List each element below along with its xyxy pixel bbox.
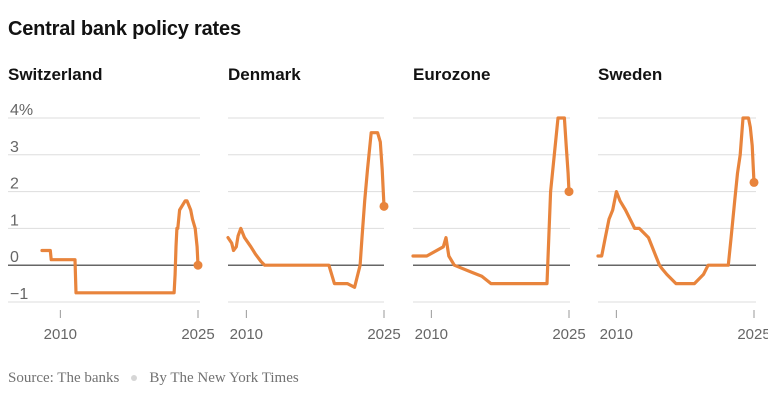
y-tick-label: 0 xyxy=(10,249,19,266)
series-line xyxy=(411,116,571,286)
x-tick-label: 2025 xyxy=(181,326,214,343)
footer: Source: The banks By The New York Times xyxy=(8,370,299,387)
x-tick-label: 2010 xyxy=(600,326,633,343)
series-line xyxy=(40,199,200,295)
panel-title: Switzerland xyxy=(8,65,102,84)
y-tick-label: 3 xyxy=(10,139,19,156)
x-tick-label: 2025 xyxy=(367,326,400,343)
chart-title: Central bank policy rates xyxy=(8,18,241,40)
end-point-dot xyxy=(193,260,203,270)
x-tick-label: 2010 xyxy=(230,326,263,343)
x-tick-label: 2010 xyxy=(44,326,77,343)
series-line xyxy=(596,116,756,286)
end-point-dot xyxy=(379,201,389,211)
panel-title: Sweden xyxy=(598,65,662,84)
end-point-dot xyxy=(749,177,759,187)
separator-dot xyxy=(131,374,138,381)
x-tick-label: 2010 xyxy=(415,326,448,343)
end-point-dot xyxy=(564,187,574,197)
source-note: Source: The banks xyxy=(8,370,120,386)
y-tick-label: −1 xyxy=(10,286,28,303)
x-tick-label: 2025 xyxy=(737,326,768,343)
x-tick-label: 2025 xyxy=(552,326,585,343)
small-multiples-chart: Switzerland 4% 3 2 1 0 −1 2010 2025 Denmark 2010 20… xyxy=(8,65,768,343)
panel-title: Eurozone xyxy=(413,65,490,84)
panel-title: Denmark xyxy=(228,65,301,84)
y-tick-label: 4% xyxy=(10,102,33,119)
series-line xyxy=(226,131,386,289)
y-tick-label: 1 xyxy=(10,212,19,229)
byline: By The New York Times xyxy=(149,370,299,386)
y-tick-label: 2 xyxy=(10,176,19,193)
